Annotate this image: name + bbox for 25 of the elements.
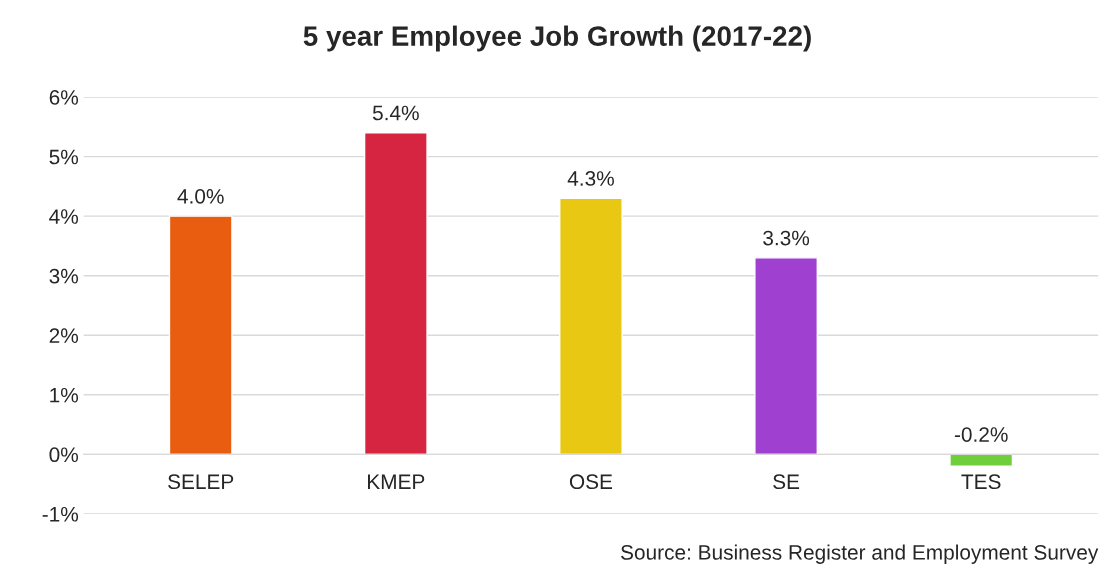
x-tick-label: SE (773, 474, 800, 490)
y-tick-label: 6% (49, 90, 79, 105)
y-tick-label: 0% (49, 447, 79, 463)
y-tick-label: 2% (49, 328, 79, 343)
data-label: 3.3% (763, 230, 810, 246)
bar (168, 215, 233, 456)
bar (949, 453, 1014, 467)
x-tick-label: TES (961, 474, 1001, 490)
y-tick-label: 5% (49, 149, 79, 165)
y-tick-label: 3% (49, 268, 79, 284)
x-tick-label: OSE (569, 474, 613, 490)
data-label: 4.3% (567, 171, 614, 186)
data-label: -0.2% (954, 427, 1008, 442)
x-tick-label: KMEP (368, 474, 425, 489)
data-label: 4.0% (177, 188, 224, 204)
bar (754, 257, 818, 456)
x-tick-label: SELEP (168, 474, 234, 490)
y-tick-label: -1% (42, 506, 79, 522)
y-tick-label: 4% (49, 209, 79, 224)
bar (559, 197, 623, 456)
y-tick-label: 1% (50, 387, 79, 403)
data-label: 5.4% (372, 105, 419, 121)
chart-title: 5 year Employee Job Growth (2017-22) (303, 25, 811, 52)
bar (363, 132, 428, 456)
source-note: Source: Business Register and Employment Survey (621, 544, 1099, 564)
